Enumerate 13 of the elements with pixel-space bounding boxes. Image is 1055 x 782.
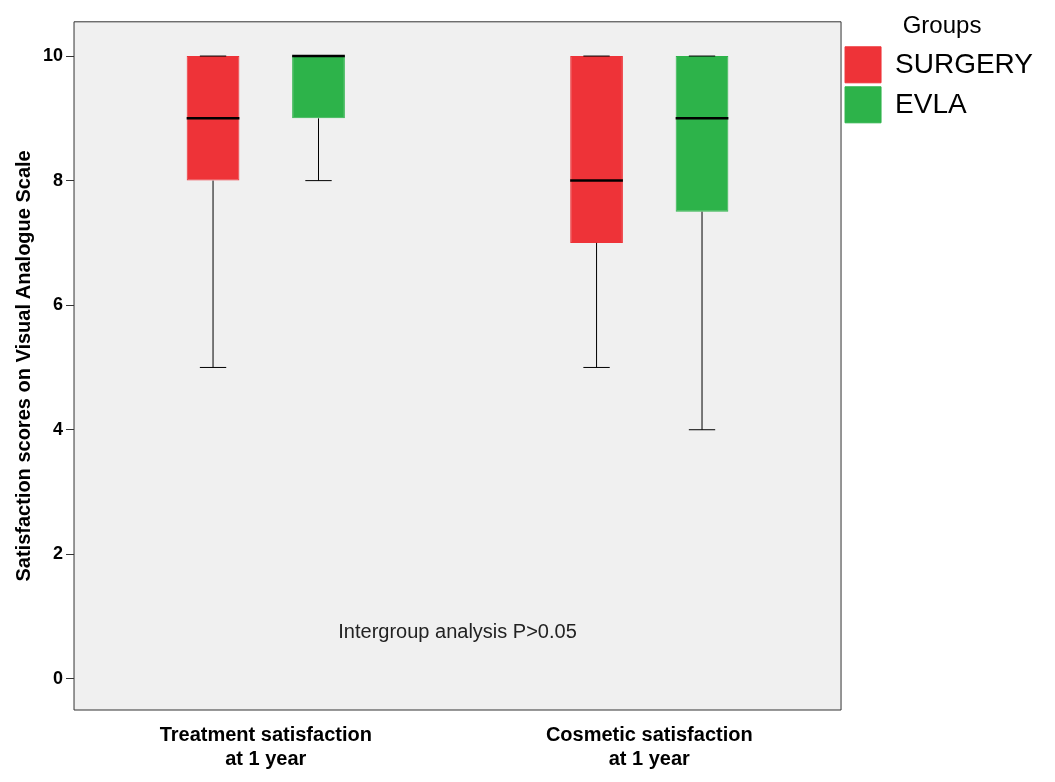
legend-title: Groups [902,10,982,38]
y-tick-label: 8 [53,169,64,190]
x-tick-label: Treatment satisfaction at 1 year [159,722,372,769]
y-tick-label: 2 [53,543,64,564]
y-tick-label: 0 [53,667,64,688]
x-tick-label: Cosmetic satisfaction at 1 year [545,722,753,769]
y-tick-label: 4 [53,418,64,439]
y-tick-label: 10 [42,45,64,66]
annotation: Intergroup analysis P>0.05 [338,619,577,642]
legend-label: EVLA [895,87,967,119]
y-axis-title: Satisfaction scores on Visual Analogue Scale [11,150,34,582]
y-tick-label: 6 [53,294,64,315]
legend-label: SURGERY [895,47,1034,79]
